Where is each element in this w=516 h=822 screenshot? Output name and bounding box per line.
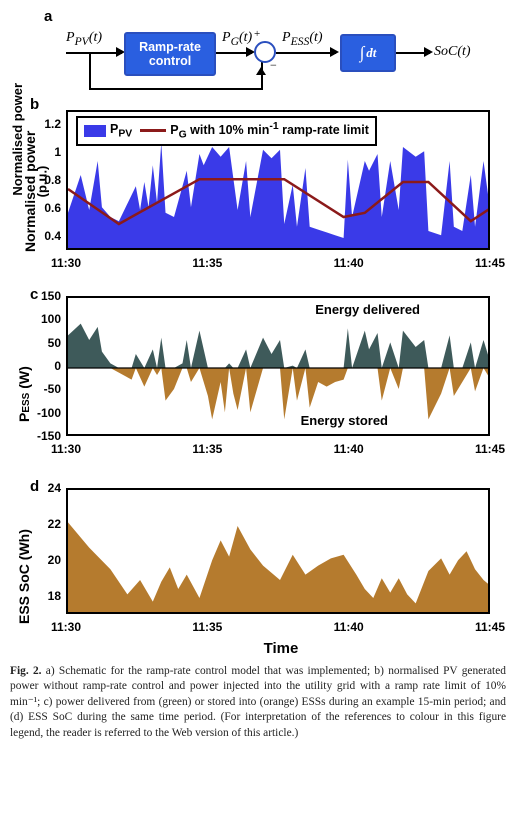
- label-ppv: PPV(t): [66, 30, 102, 48]
- panel-c-chart: c PESS (W) Energy delivered Energy store…: [66, 292, 496, 462]
- legend-swatch-ppv: [84, 125, 106, 137]
- xlabel-time: Time: [264, 640, 299, 657]
- annot-stored: Energy stored: [301, 413, 388, 428]
- label-soc: SoC(t): [434, 44, 471, 60]
- panel-a-schematic: a PPV(t) Ramp-rate control PG(t) + − PES…: [10, 8, 506, 102]
- legend-swatch-pg: [140, 129, 166, 132]
- label-pg: PG(t): [222, 30, 252, 48]
- label-pess: PESS(t): [282, 30, 323, 48]
- panel-label-a: a: [44, 8, 52, 25]
- figure-caption: Fig. 2. a) Schematic for the ramp-rate c…: [10, 664, 506, 741]
- plot-area-c: Energy delivered Energy stored: [66, 296, 490, 436]
- annot-delivered: Energy delivered: [315, 302, 420, 317]
- plot-area-d: [66, 488, 490, 614]
- ramp-rate-box: Ramp-rate control: [124, 32, 216, 76]
- legend-b: PPV PG P_G with 10% min⁻¹ ramp-rate limi…: [76, 116, 377, 146]
- panel-d-chart: d ESS SoC (Wh) Time 1820222411:3011:3511…: [66, 484, 496, 656]
- arrow-ppv: [66, 52, 122, 54]
- panel-b-chart: b Normalised power (p.u.) Normalised pow…: [66, 102, 496, 274]
- panel-label-b: b: [30, 96, 39, 113]
- ylabel-d: ESS SoC (Wh): [16, 529, 32, 624]
- integrator-box: ∫ dt: [340, 34, 396, 72]
- plot-area-b: PPV PG P_G with 10% min⁻¹ ramp-rate limi…: [66, 110, 490, 250]
